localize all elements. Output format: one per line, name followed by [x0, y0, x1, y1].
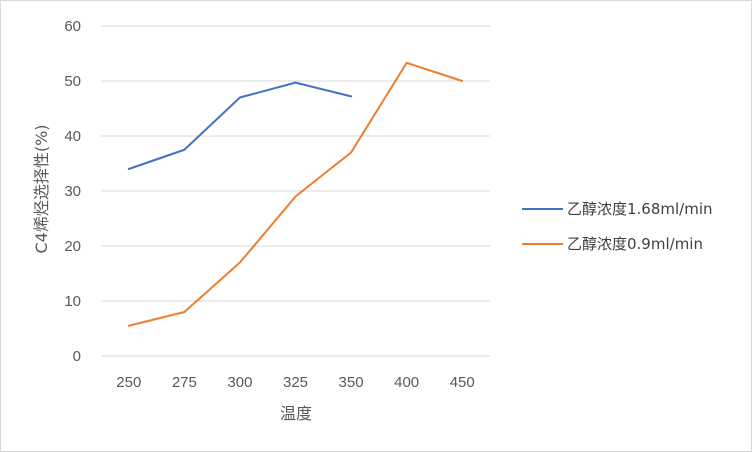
x-tick-label: 275: [172, 374, 197, 391]
y-tick-label: 60: [64, 18, 81, 35]
y-tick-label: 30: [64, 183, 81, 200]
y-tick-label: 10: [64, 293, 81, 310]
series-lines: [129, 63, 462, 326]
y-tick-label: 20: [64, 238, 81, 255]
y-axis-title: C4烯烃选择性(%): [32, 124, 51, 253]
x-tick-label: 250: [116, 374, 141, 391]
x-axis-title: 温度: [280, 404, 312, 423]
legend-label: 乙醇浓度0.9ml/min: [567, 235, 703, 253]
gridlines: [101, 26, 490, 356]
x-tick-label: 325: [283, 374, 308, 391]
x-tick-label: 400: [394, 374, 419, 391]
x-tick-labels: 250 275 300 325 350 400 450: [116, 374, 474, 391]
x-tick-label: 300: [227, 374, 252, 391]
legend: 乙醇浓度1.68ml/min 乙醇浓度0.9ml/min: [522, 200, 713, 253]
y-tick-labels: 0 10 20 30 40 50 60: [64, 18, 81, 365]
x-tick-label: 350: [339, 374, 364, 391]
x-tick-label: 450: [450, 374, 475, 391]
legend-item-1: 乙醇浓度1.68ml/min: [522, 200, 713, 218]
y-tick-label: 0: [73, 348, 81, 365]
series-line-1: [129, 83, 351, 169]
y-tick-label: 40: [64, 128, 81, 145]
y-tick-label: 50: [64, 73, 81, 90]
series-line-2: [129, 63, 462, 326]
legend-item-2: 乙醇浓度0.9ml/min: [522, 235, 703, 253]
legend-label: 乙醇浓度1.68ml/min: [567, 200, 713, 218]
